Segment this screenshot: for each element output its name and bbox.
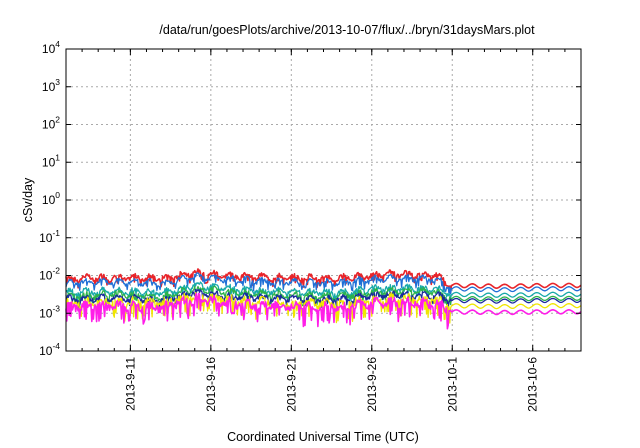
series-line xyxy=(65,272,582,295)
series-group xyxy=(65,268,582,330)
x-tick-label: 2013-9-26 xyxy=(365,357,379,412)
series-line xyxy=(65,291,582,324)
y-tick-label: 101 xyxy=(42,152,60,169)
y-tick-label: 102 xyxy=(42,115,60,132)
y-tick-label: 10-3 xyxy=(39,303,60,320)
y-tick-label: 103 xyxy=(42,77,60,94)
y-tick-label: 10-1 xyxy=(39,228,60,245)
x-tick-label: 2013-9-16 xyxy=(204,357,218,412)
x-tick-label: 2013-9-11 xyxy=(123,357,137,411)
y-tick-label: 104 xyxy=(42,39,60,56)
y-tick-label: 100 xyxy=(42,190,60,207)
series-line xyxy=(65,288,582,310)
x-axis-label: Coordinated Universal Time (UTC) xyxy=(227,430,419,444)
y-tick-label: 10-2 xyxy=(39,266,60,283)
chart-title: /data/run/goesPlots/archive/2013-10-07/f… xyxy=(159,23,535,37)
y-axis-label: cSv/day xyxy=(21,177,35,222)
y-tick-label: 10-4 xyxy=(39,341,60,358)
x-axis-ticks: 2013-9-11 2013-9-16 2013-9-21 2013-9-26 2013… xyxy=(81,49,566,412)
x-tick-label: 2013-10-1 xyxy=(445,357,459,412)
x-tick-label: 2013-10-6 xyxy=(526,357,540,412)
x-tick-label: 2013-9-21 xyxy=(284,357,298,412)
y-axis-ticks: 10-4 10-3 10-2 10-1 100 101 102 103 104 xyxy=(39,39,581,358)
series-line xyxy=(65,268,582,294)
series-line xyxy=(65,292,582,330)
series-line xyxy=(65,281,582,303)
